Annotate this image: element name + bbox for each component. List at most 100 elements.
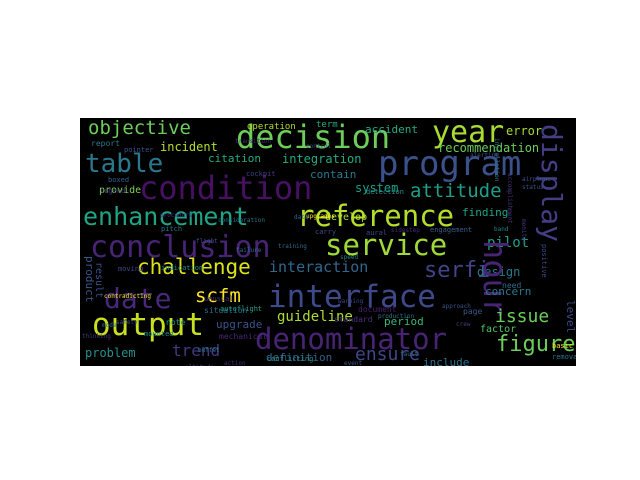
cloud-word: accomplishment xyxy=(506,173,513,224)
cloud-word: finding xyxy=(462,206,509,219)
cloud-word: challenge xyxy=(137,255,251,279)
cloud-word: include xyxy=(423,356,470,366)
cloud-word: table xyxy=(85,149,164,179)
cloud-word: year xyxy=(432,118,505,150)
cloud-word: mounted xyxy=(144,330,174,338)
cloud-word: factor xyxy=(480,324,517,335)
cloud-word: detection xyxy=(366,188,404,196)
cloud-word: transition xyxy=(235,138,272,145)
cloud-word: document xyxy=(358,305,397,314)
cloud-word: aural xyxy=(366,229,388,237)
cloud-word: attitude xyxy=(410,180,502,202)
cloud-word: contain xyxy=(310,168,357,181)
cloud-word: service xyxy=(325,228,448,262)
cloud-word: monitor xyxy=(520,219,527,245)
cloud-word: indication xyxy=(161,264,204,272)
cloud-word: crew xyxy=(456,321,471,328)
cloud-word: situation xyxy=(204,306,248,315)
cloud-word: removal xyxy=(552,353,576,361)
cloud-word: positive xyxy=(540,244,548,278)
cloud-word: enhancement xyxy=(83,202,249,231)
cloud-word: interface xyxy=(268,279,436,315)
cloud-word: cockpit xyxy=(246,170,276,178)
cloud-word: engagement xyxy=(430,226,473,234)
cloud-word: alerting xyxy=(470,152,499,159)
cloud-word: mode xyxy=(102,322,117,329)
word-cloud: objective decision year error program table co… xyxy=(80,118,576,366)
cloud-word: issue xyxy=(495,306,550,327)
cloud-word: airplane xyxy=(522,176,551,183)
cloud-word: training xyxy=(278,243,307,250)
cloud-word: period xyxy=(384,315,424,328)
cloud-word: interaction xyxy=(269,258,369,276)
cloud-word: provide xyxy=(99,185,142,196)
cloud-word: error xyxy=(506,124,543,138)
cloud-word: problem xyxy=(85,346,136,360)
cloud-word: production xyxy=(378,313,415,320)
cloud-word: boxed xyxy=(108,176,130,184)
cloud-word: safety xyxy=(116,319,138,326)
cloud-word: upgrades xyxy=(306,213,335,220)
cloud-word: output xyxy=(92,307,204,343)
cloud-word: consideration xyxy=(218,217,265,224)
cloud-word: integration xyxy=(282,152,362,166)
cloud-word: action xyxy=(224,360,246,367)
cloud-word: need xyxy=(502,281,522,290)
cloud-word: autoflight xyxy=(220,305,263,313)
cloud-word: contradicting xyxy=(104,293,151,300)
cloud-word: guideline xyxy=(277,309,353,325)
cloud-word: carry xyxy=(315,228,337,236)
cloud-word: failure xyxy=(236,247,262,254)
cloud-word: operation xyxy=(247,122,296,132)
cloud-word: denominator xyxy=(255,322,448,356)
cloud-word: incident xyxy=(160,140,218,154)
cloud-word: trend xyxy=(172,341,221,360)
cloud-word: basic xyxy=(552,342,574,350)
cloud-word: pointer xyxy=(124,146,154,154)
cloud-word: unusual xyxy=(204,295,234,303)
cloud-word: buffet xyxy=(198,347,220,354)
cloud-word: warning xyxy=(338,298,364,305)
cloud-word: pitch xyxy=(161,225,183,233)
cloud-word: upgrade xyxy=(216,318,263,331)
cloud-word: approach xyxy=(442,303,471,310)
cloud-word: system xyxy=(355,181,399,195)
cloud-word: citation xyxy=(208,152,261,165)
cloud-word: decision xyxy=(236,118,391,156)
cloud-word: result xyxy=(93,262,104,299)
cloud-word: report xyxy=(91,139,120,148)
cloud-word: condition xyxy=(139,169,313,207)
cloud-word: conflicting xyxy=(267,355,314,363)
cloud-word: control xyxy=(306,143,332,150)
cloud-word: note xyxy=(166,318,186,327)
cloud-word: data xyxy=(294,214,309,221)
cloud-word: display xyxy=(535,124,568,243)
cloud-word: page xyxy=(463,307,483,316)
cloud-word: speed xyxy=(340,254,359,261)
cloud-word: procedure xyxy=(160,212,193,219)
cloud-word: accident xyxy=(365,123,418,136)
cloud-word: ensure xyxy=(355,344,421,365)
cloud-word: conclusion xyxy=(90,230,271,265)
cloud-word: figure xyxy=(496,332,576,357)
cloud-word: thinking xyxy=(82,333,111,340)
cloud-word: serfi xyxy=(424,258,491,283)
cloud-word: installation xyxy=(493,138,500,182)
cloud-word: concern xyxy=(485,285,532,298)
cloud-word: sidestep xyxy=(391,227,420,234)
cloud-word: status xyxy=(522,184,544,191)
cloud-word: event xyxy=(344,360,363,367)
cloud-word: develop xyxy=(325,212,368,223)
cloud-word: definition xyxy=(266,351,333,364)
cloud-word: flight xyxy=(196,238,218,245)
cloud-word: pilot xyxy=(487,235,530,251)
cloud-word: term xyxy=(316,120,338,130)
cloud-word: legend xyxy=(100,187,126,195)
cloud-word: level xyxy=(564,300,576,334)
cloud-word: band xyxy=(494,226,509,233)
cloud-word: scfm xyxy=(195,285,241,307)
cloud-word: moving xyxy=(118,265,144,273)
cloud-word: recommendation xyxy=(438,141,540,155)
cloud-word: standard xyxy=(334,315,373,324)
cloud-word: objective xyxy=(88,118,191,139)
